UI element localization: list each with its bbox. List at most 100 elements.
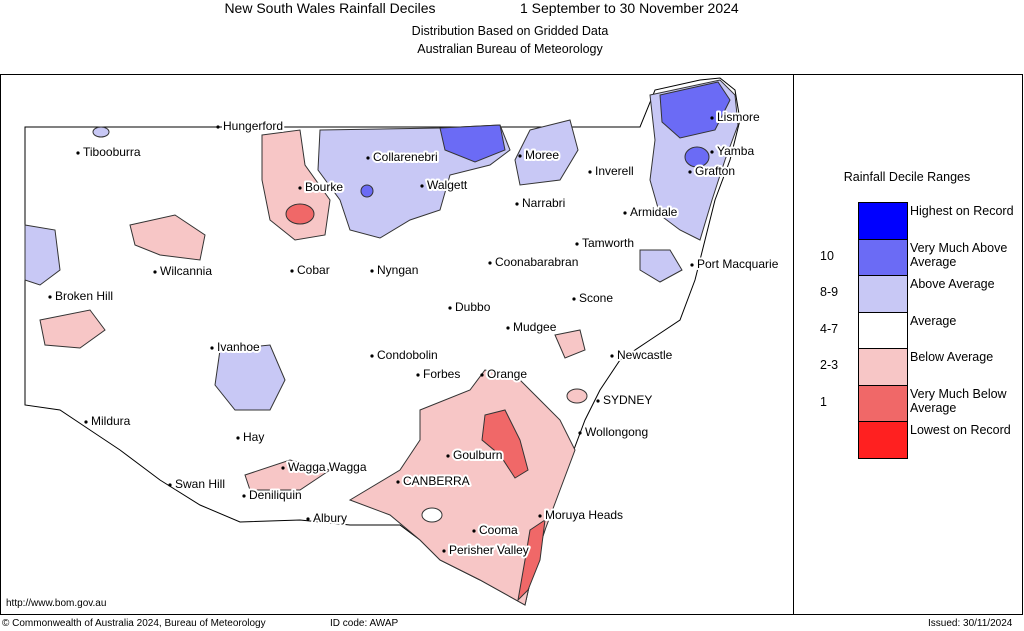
place-label: SYDNEY — [603, 393, 652, 407]
legend-swatch — [858, 348, 908, 385]
place-dot — [518, 154, 522, 158]
legend-swatch — [858, 384, 908, 422]
place-label: Inverell — [595, 164, 634, 178]
legend-range: 10 — [820, 248, 834, 263]
footer-url: http://www.bom.gov.au — [6, 598, 107, 609]
place-dot — [506, 326, 510, 330]
place-dot — [236, 436, 240, 440]
place-label: Forbes — [423, 367, 460, 381]
place-dot — [572, 297, 576, 301]
place-dot — [488, 261, 492, 265]
legend-item: Highest on Record — [820, 202, 1020, 239]
place-label: Nyngan — [377, 263, 418, 277]
place-label: Moree — [525, 148, 559, 162]
subtitle: Distribution Based on Gridded Data — [411, 24, 609, 38]
legend-range: 2-3 — [820, 358, 839, 372]
place-label: Grafton — [695, 164, 735, 178]
legend-item: 1 Very Much Below Average — [820, 384, 1020, 422]
legend-range: 1 — [820, 394, 827, 409]
place-dot — [306, 517, 310, 521]
legend-label: Very Much Below Average — [910, 386, 1007, 415]
place-dot — [596, 399, 600, 403]
place-label: Albury — [313, 511, 347, 525]
legend-title: Rainfall Decile Ranges — [843, 170, 971, 184]
place-dot — [416, 373, 420, 377]
period: 1 September to 30 November 2024 — [520, 0, 739, 16]
place-dot — [710, 116, 714, 120]
place-dot — [515, 202, 519, 206]
place-label: Yamba — [717, 144, 754, 158]
place-label: Swan Hill — [175, 477, 225, 491]
place-dot — [396, 480, 400, 484]
place-dot — [446, 454, 450, 458]
place-dot — [370, 354, 374, 358]
legend-label: Above Average — [910, 277, 995, 291]
place-dot — [168, 483, 172, 487]
legend-item: Lowest on Record — [820, 421, 1020, 459]
place-label: Collarenebri — [373, 150, 438, 164]
place-dot — [472, 529, 476, 533]
legend-range: 4-7 — [820, 321, 839, 336]
source: Australian Bureau of Meteorology — [417, 42, 603, 56]
place-dot — [242, 494, 246, 498]
place-label: Hungerford — [223, 119, 283, 133]
place-dot — [480, 373, 484, 377]
legend-swatch — [858, 311, 908, 349]
place-dot — [623, 211, 627, 215]
place-label: Wilcannia — [160, 264, 212, 278]
place-dot — [210, 346, 214, 350]
place-label: Cooma — [479, 523, 518, 537]
place-dot — [216, 125, 220, 129]
place-label: Perisher Valley — [449, 543, 529, 557]
place-dot — [610, 354, 614, 358]
place-dot — [281, 466, 285, 470]
place-dot — [420, 184, 424, 188]
place-label: Mudgee — [513, 320, 557, 334]
legend-swatch — [858, 275, 908, 312]
place-dot — [448, 306, 452, 310]
place-label: CANBERRA — [403, 474, 470, 488]
place-dot — [366, 156, 370, 160]
legend-frame — [793, 74, 1023, 615]
place-label: Armidale — [630, 205, 678, 219]
place-label: Scone — [579, 291, 613, 305]
place-label: Cobar — [297, 263, 330, 277]
place-label: Newcastle — [617, 348, 673, 362]
legend-label: Very Much Above Average — [910, 240, 1008, 269]
place-label: Broken Hill — [55, 289, 113, 303]
place-dot — [575, 242, 579, 246]
place-label: Narrabri — [522, 196, 565, 210]
place-dot — [370, 269, 374, 273]
place-dot — [690, 263, 694, 267]
legend-label: Average — [910, 313, 957, 328]
place-label: Bourke — [305, 180, 343, 194]
rainfall-shading — [24, 77, 741, 606]
place-dot — [442, 549, 446, 553]
place-label: Lismore — [717, 110, 760, 124]
place-label: Condobolin — [377, 348, 438, 362]
place-label: Wollongong — [585, 425, 648, 439]
place-label: Orange — [487, 367, 527, 381]
legend-label: Highest on Record — [910, 204, 1014, 218]
place-dot — [48, 295, 52, 299]
legend-label: Below Average — [910, 350, 994, 364]
legend-label: Lowest on Record — [910, 423, 1011, 437]
legend-swatch — [858, 238, 908, 276]
id-code: ID code: AWAP — [330, 618, 399, 629]
place-dot — [688, 170, 692, 174]
place-label: Wagga Wagga — [288, 460, 367, 474]
legend-item: 4-7 Average — [820, 311, 1020, 349]
place-dot — [298, 186, 302, 190]
place-label: Tamworth — [582, 236, 634, 250]
place-dot — [538, 514, 542, 518]
place-label: Port Macquarie — [697, 257, 779, 271]
place-label: Tibooburra — [83, 145, 141, 159]
place-label: Goulburn — [453, 448, 502, 462]
place-label: Hay — [243, 430, 264, 444]
place-label: Moruya Heads — [545, 508, 623, 522]
place-dot — [578, 431, 582, 435]
legend-item: 8-9 Above Average — [820, 275, 1020, 312]
place-dot — [588, 170, 592, 174]
place-dot — [710, 150, 714, 154]
